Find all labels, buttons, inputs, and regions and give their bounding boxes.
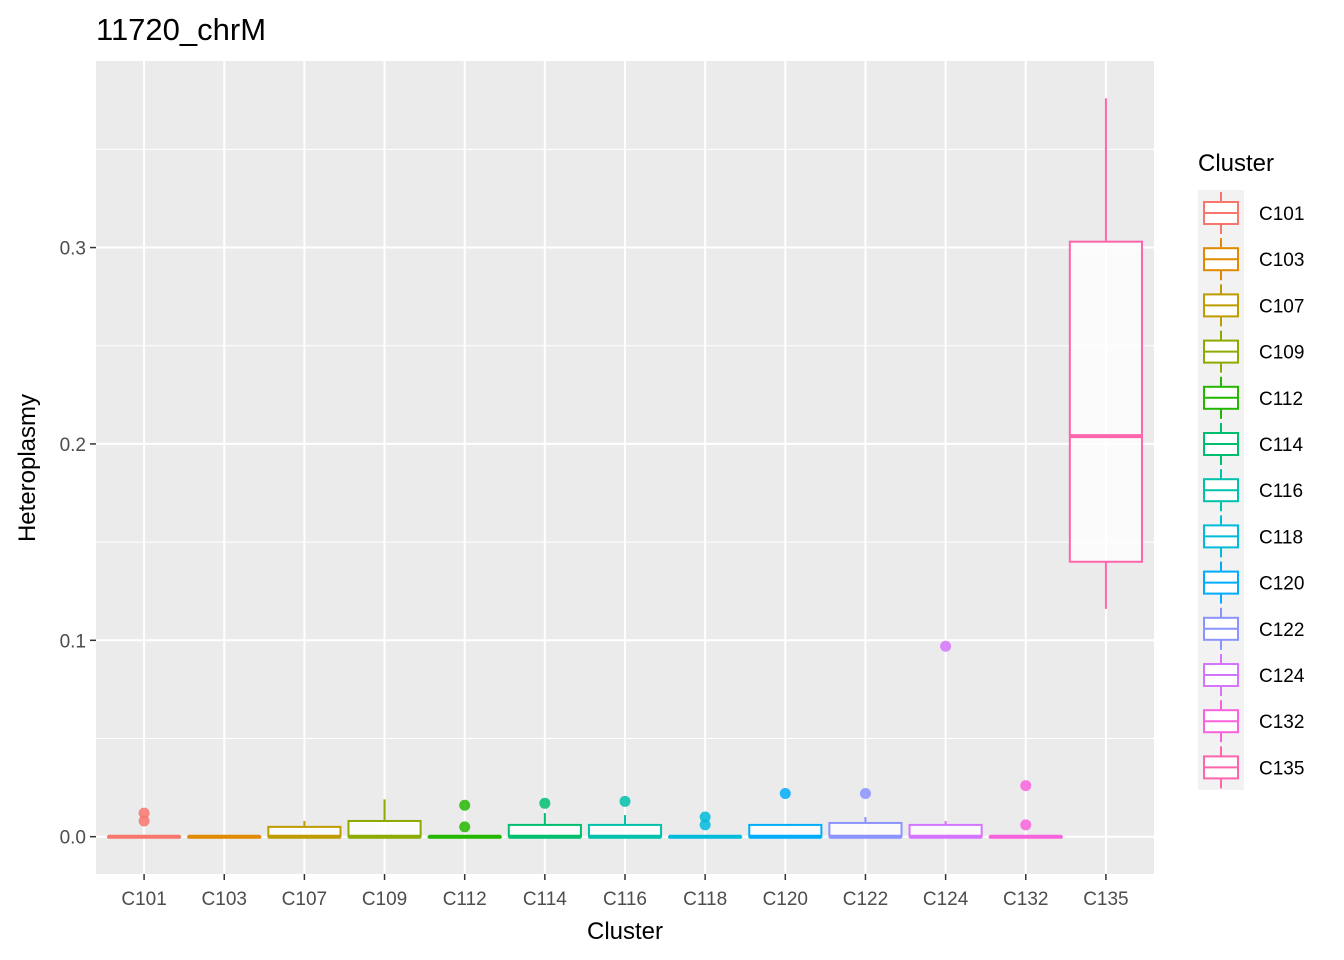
y-tick-label: 0.0 bbox=[60, 828, 86, 849]
legend-label: C120 bbox=[1259, 574, 1304, 595]
boxplot-C103 bbox=[187, 834, 262, 839]
outlier-point bbox=[619, 795, 631, 807]
legend-label: C132 bbox=[1259, 712, 1304, 733]
outlier-point bbox=[539, 797, 551, 809]
legend-label: C112 bbox=[1259, 389, 1303, 410]
legend-label: C135 bbox=[1259, 758, 1304, 779]
legend-item-C116: C116 bbox=[1203, 469, 1303, 512]
legend-label: C122 bbox=[1259, 620, 1304, 641]
x-tick-label: C114 bbox=[523, 889, 567, 910]
x-tick-label: C116 bbox=[603, 889, 647, 910]
legend-item-C135: C135 bbox=[1203, 746, 1304, 789]
legend-title: Cluster bbox=[1198, 150, 1274, 177]
legend-item-C124: C124 bbox=[1203, 654, 1305, 696]
legend-label: C103 bbox=[1259, 250, 1304, 271]
x-tick-label: C109 bbox=[362, 889, 407, 910]
y-tick-label: 0.3 bbox=[60, 239, 86, 260]
outlier-point bbox=[138, 815, 150, 827]
x-tick-label: C135 bbox=[1083, 889, 1128, 910]
legend-item-C120: C120 bbox=[1203, 561, 1304, 604]
boxplot-C132 bbox=[988, 780, 1063, 839]
x-tick-label: C112 bbox=[443, 889, 487, 910]
legend-item-C101: C101 bbox=[1203, 192, 1304, 234]
legend-label: C101 bbox=[1259, 204, 1304, 225]
boxplot-C114 bbox=[507, 797, 582, 839]
legend-item-C112: C112 bbox=[1203, 376, 1303, 419]
boxplot-C120 bbox=[748, 787, 823, 839]
legend-item-C132: C132 bbox=[1203, 700, 1304, 743]
legend-item-C107: C107 bbox=[1203, 284, 1304, 327]
box bbox=[347, 819, 422, 838]
boxplot-C122 bbox=[828, 787, 903, 839]
boxplot-C112 bbox=[427, 799, 502, 839]
outlier-point bbox=[138, 807, 150, 819]
x-axis-label: Cluster bbox=[587, 918, 663, 945]
outlier-point bbox=[459, 821, 471, 833]
boxplot-C118 bbox=[668, 811, 743, 839]
legend-label: C124 bbox=[1259, 666, 1305, 687]
x-tick-label: C118 bbox=[683, 889, 727, 910]
outlier-point bbox=[699, 811, 711, 823]
y-axis-label: Heteroplasmy bbox=[14, 394, 41, 542]
outlier-point bbox=[1020, 780, 1032, 792]
legend-item-C109: C109 bbox=[1203, 330, 1304, 373]
y-tick-label: 0.2 bbox=[60, 435, 86, 456]
legend-item-C103: C103 bbox=[1203, 238, 1304, 281]
legend-item-C114: C114 bbox=[1203, 423, 1303, 465]
x-tick-label: C101 bbox=[121, 889, 166, 910]
outlier-point bbox=[459, 799, 471, 811]
x-tick-label: C122 bbox=[843, 889, 888, 910]
x-tick-label: C120 bbox=[763, 889, 808, 910]
outlier-point bbox=[779, 787, 791, 799]
legend-label: C114 bbox=[1259, 435, 1303, 456]
y-tick-label: 0.1 bbox=[60, 631, 86, 652]
boxplot-C135 bbox=[1068, 98, 1143, 609]
box bbox=[828, 821, 903, 838]
x-tick-label: C124 bbox=[923, 889, 969, 910]
outlier-point bbox=[1020, 819, 1032, 831]
legend-label: C107 bbox=[1259, 296, 1304, 317]
y-axis: 0.0 0.1 0.2 0.3 bbox=[60, 239, 96, 849]
legend-label: C116 bbox=[1259, 481, 1303, 502]
outlier-point bbox=[940, 640, 952, 652]
legend-item-C118: C118 bbox=[1203, 515, 1303, 558]
legend-label: C109 bbox=[1259, 343, 1304, 364]
legend: Cluster C101 C103 C107 C109 C112 C114 C116 C118… bbox=[1198, 150, 1305, 790]
gridlines bbox=[96, 61, 1154, 874]
boxplot-C116 bbox=[587, 795, 663, 839]
boxplot-C101 bbox=[107, 807, 182, 839]
x-tick-label: C103 bbox=[202, 889, 247, 910]
x-tick-label: C132 bbox=[1003, 889, 1048, 910]
boxplots bbox=[107, 98, 1143, 839]
outlier-point bbox=[859, 787, 871, 799]
boxplot-C124 bbox=[908, 640, 983, 839]
boxplot-C107 bbox=[267, 820, 342, 839]
legend-item-C122: C122 bbox=[1203, 607, 1304, 650]
chart-title: 11720_chrM bbox=[96, 12, 266, 47]
box bbox=[1068, 240, 1143, 563]
outlier-point bbox=[699, 819, 711, 831]
x-axis: C101 C103 C107 C109 C112 C114 C116 C118 C120 C122… bbox=[121, 874, 1129, 910]
x-tick-label: C107 bbox=[282, 889, 327, 910]
boxplot-C109 bbox=[347, 799, 422, 839]
legend-label: C118 bbox=[1259, 527, 1303, 548]
